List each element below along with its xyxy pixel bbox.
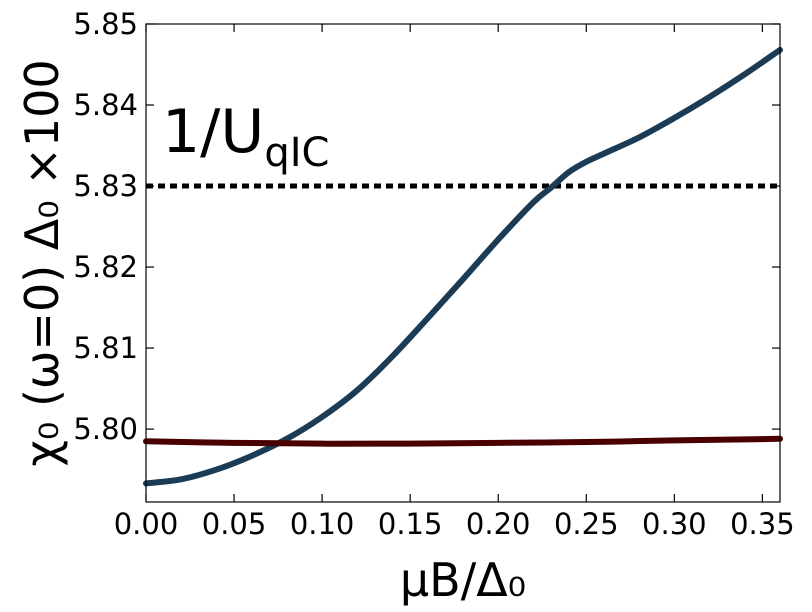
annotation-main: 1/U	[162, 97, 264, 167]
y-tick-label: 5.82	[73, 250, 138, 284]
plot-frame	[145, 23, 781, 503]
y-tick-label: 5.81	[73, 331, 138, 365]
series-line-1	[143, 46, 783, 487]
y-tick-label: 5.83	[73, 169, 138, 203]
x-tick-label: 0.10	[290, 507, 355, 541]
x-tick-label: 0.30	[642, 507, 707, 541]
y-tick-label: 5.84	[73, 88, 138, 122]
x-tick-label: 0.25	[554, 507, 619, 541]
x-tick-label: 0.15	[378, 507, 443, 541]
x-tick-label: 0.35	[730, 507, 795, 541]
x-tick-label: 0.00	[114, 507, 179, 541]
y-tick-label: 5.85	[73, 7, 138, 41]
annotation-label: 1/UqIC	[162, 97, 329, 176]
x-tick-label: 0.05	[202, 507, 267, 541]
series-line-2	[143, 435, 783, 447]
y-axis-label: χ₀ (ω=0) Δ₀ ×100	[15, 59, 69, 466]
annotation-subscript: qIC	[264, 130, 329, 176]
x-axis-label: μB/Δ₀	[400, 553, 526, 607]
x-tick-label: 0.20	[466, 507, 531, 541]
y-tick-label: 5.80	[73, 412, 138, 446]
